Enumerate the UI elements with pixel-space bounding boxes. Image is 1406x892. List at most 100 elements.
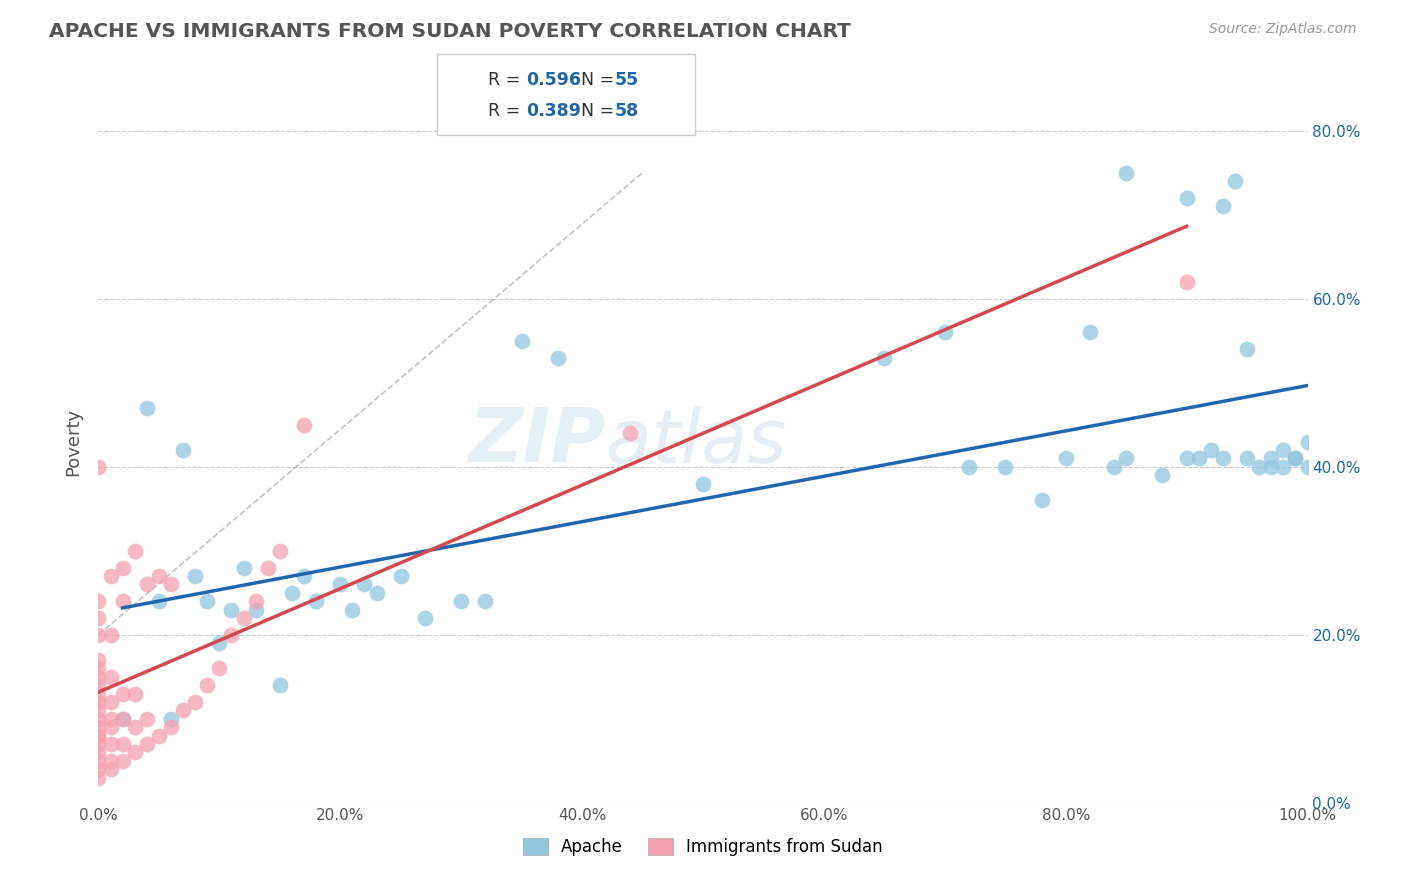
Text: R =: R = [488, 71, 526, 89]
Point [1152, 468, 1174, 483]
Point [269, 543, 291, 558]
Text: ZIP: ZIP [470, 405, 606, 478]
Point [450, 594, 472, 608]
Point [87, 653, 110, 667]
Point [124, 745, 146, 759]
Point [329, 577, 352, 591]
Point [160, 712, 183, 726]
Text: 0.596: 0.596 [526, 71, 581, 89]
Point [1031, 493, 1053, 508]
Point [111, 712, 134, 726]
Point [232, 560, 254, 574]
Point [305, 594, 328, 608]
Point [87, 611, 110, 625]
Point [1188, 451, 1211, 466]
Point [111, 737, 134, 751]
Point [1199, 442, 1222, 457]
Point [221, 602, 243, 616]
Point [413, 611, 436, 625]
Point [1296, 459, 1319, 474]
Point [1272, 459, 1295, 474]
Point [148, 594, 170, 608]
Point [1236, 451, 1258, 466]
Point [1296, 434, 1319, 449]
Point [389, 569, 412, 583]
Text: 0.389: 0.389 [526, 102, 581, 120]
Point [100, 720, 122, 734]
Point [1260, 451, 1282, 466]
Point [1272, 442, 1295, 457]
Point [135, 737, 157, 751]
Point [124, 687, 146, 701]
Point [87, 754, 110, 768]
Point [135, 577, 157, 591]
Point [87, 678, 110, 692]
Point [342, 602, 364, 616]
Point [160, 720, 183, 734]
Y-axis label: Poverty: Poverty [65, 408, 83, 475]
Point [111, 712, 134, 726]
Point [1212, 451, 1234, 466]
Point [87, 745, 110, 759]
Point [232, 611, 254, 625]
Point [256, 560, 278, 574]
Point [87, 703, 110, 717]
Point [1175, 275, 1198, 289]
Point [1115, 166, 1137, 180]
Text: R =: R = [488, 102, 526, 120]
Text: N =: N = [581, 102, 620, 120]
Text: N =: N = [581, 71, 620, 89]
Point [100, 762, 122, 776]
Point [100, 628, 122, 642]
Point [269, 678, 291, 692]
Point [100, 754, 122, 768]
Point [184, 569, 207, 583]
Point [100, 737, 122, 751]
Point [281, 586, 304, 600]
Point [1260, 459, 1282, 474]
Point [87, 695, 110, 709]
Point [184, 695, 207, 709]
Point [619, 426, 641, 441]
Point [195, 594, 218, 608]
Point [353, 577, 375, 591]
Point [100, 569, 122, 583]
Point [1284, 451, 1306, 466]
Point [1284, 451, 1306, 466]
Point [148, 729, 170, 743]
Point [957, 459, 980, 474]
Point [160, 577, 183, 591]
Point [100, 695, 122, 709]
Point [87, 712, 110, 726]
Point [87, 729, 110, 743]
Point [87, 661, 110, 675]
Point [148, 569, 170, 583]
Point [87, 594, 110, 608]
Point [1249, 459, 1271, 474]
Point [87, 670, 110, 684]
Point [124, 720, 146, 734]
Text: 55: 55 [614, 71, 638, 89]
Point [87, 459, 110, 474]
Point [100, 670, 122, 684]
Point [124, 543, 146, 558]
Point [1223, 174, 1246, 188]
Point [1054, 451, 1077, 466]
Point [87, 687, 110, 701]
Point [1078, 326, 1101, 340]
Point [111, 687, 134, 701]
Point [873, 351, 896, 365]
Point [87, 729, 110, 743]
Point [195, 678, 218, 692]
Point [172, 703, 194, 717]
Point [692, 476, 714, 491]
Point [547, 351, 569, 365]
Point [111, 560, 134, 574]
Point [111, 594, 134, 608]
Point [292, 417, 315, 432]
Point [87, 720, 110, 734]
Point [1236, 342, 1258, 356]
Point [87, 762, 110, 776]
Point [172, 442, 194, 457]
Text: atlas: atlas [606, 406, 787, 477]
